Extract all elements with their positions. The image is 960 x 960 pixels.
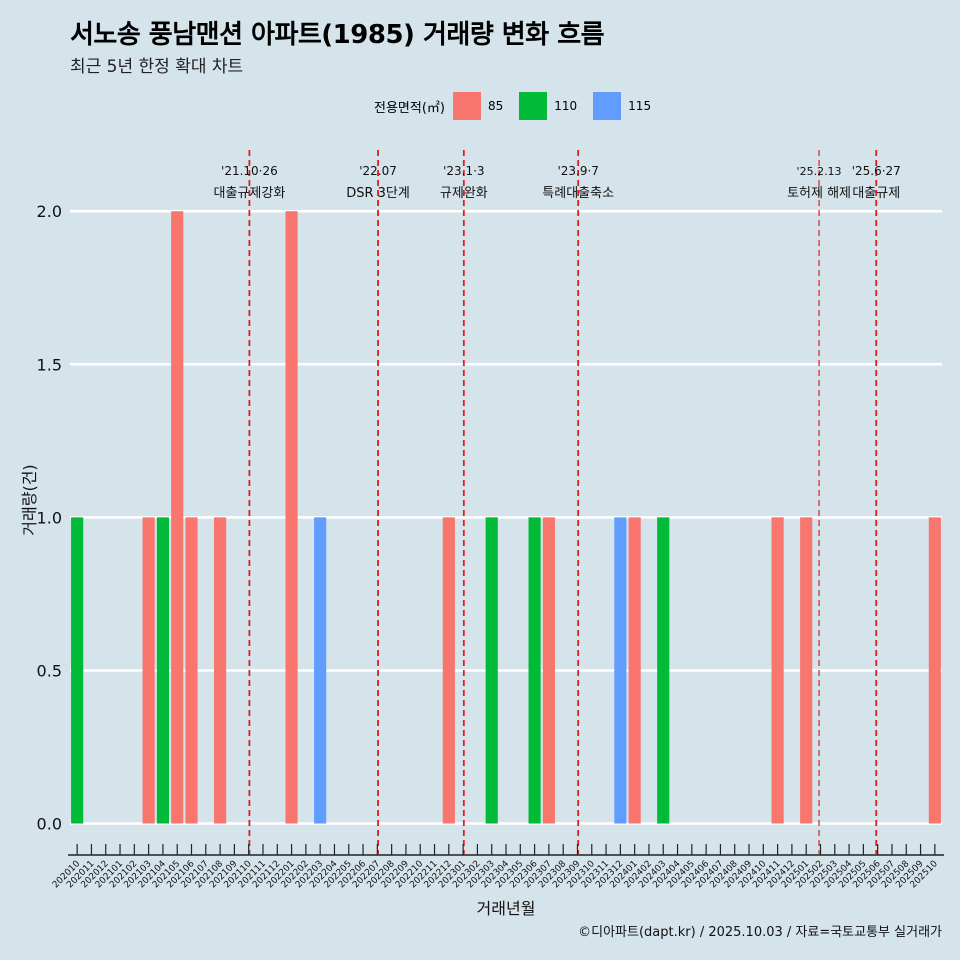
legend-title: 전용면적(㎡) xyxy=(374,100,445,116)
bar-202104-110 xyxy=(156,517,169,824)
y-axis-title: 거래량(건) xyxy=(20,464,39,535)
bar-202201-85 xyxy=(285,211,298,824)
event-name-label: 토허제 해제 xyxy=(787,186,851,201)
bar-202203-115 xyxy=(314,517,327,824)
event-name-label: 특례대출축소 xyxy=(542,186,614,201)
bar-202212-85 xyxy=(442,517,455,824)
bar-202106-85 xyxy=(185,517,198,824)
event-name-label: 대출규제강화 xyxy=(214,186,286,201)
bar-202303-110 xyxy=(485,517,498,824)
bar-202401-85 xyxy=(628,517,641,824)
legend-key-85 xyxy=(452,92,481,120)
chart-subtitle: 최근 5년 한정 확대 차트 xyxy=(70,57,244,77)
bar-202306-110 xyxy=(528,517,541,824)
y-tick-label: 0.5 xyxy=(37,661,62,680)
legend-key-110 xyxy=(519,92,548,120)
bar-202403-110 xyxy=(657,517,670,824)
event-date-label: '25.2.13 xyxy=(797,165,842,178)
event-name-label: 규제완화 xyxy=(440,186,488,201)
bar-202510-85 xyxy=(928,517,941,824)
bar-202411-85 xyxy=(771,517,784,824)
event-name-label: DSR 3단계 xyxy=(346,186,410,201)
x-axis-title: 거래년월 xyxy=(477,899,536,918)
legend-label-85: 85 xyxy=(487,99,504,113)
legend-key-115 xyxy=(593,92,622,120)
event-date-label: '23.1·3 xyxy=(443,164,484,178)
bar-202010-110 xyxy=(71,517,84,824)
bar-202312-115 xyxy=(614,517,627,824)
event-date-label: '25.6·27 xyxy=(852,164,901,178)
y-tick-label: 2.0 xyxy=(37,202,62,221)
chart-title: 서노송 풍남맨션 아파트(1985) 거래량 변화 흐름 xyxy=(70,20,605,50)
y-tick-label: 1.5 xyxy=(37,355,62,374)
legend-label-110: 110 xyxy=(554,99,578,113)
bar-202307-85 xyxy=(542,517,555,824)
legend-label-115: 115 xyxy=(628,99,652,113)
legend: 전용면적(㎡) 85 110 115 xyxy=(374,92,667,120)
bar-202103-85 xyxy=(142,517,155,824)
bar-202105-85 xyxy=(171,211,184,824)
bar-202501-85 xyxy=(800,517,813,824)
y-tick-label: 0.0 xyxy=(37,815,62,834)
event-date-label: '22.07 xyxy=(359,164,397,178)
y-tick-label: 1.0 xyxy=(37,508,62,527)
bar-202108-85 xyxy=(214,517,227,824)
event-name-label: 대출규제 xyxy=(852,186,900,201)
event-date-label: '23.9·7 xyxy=(557,164,598,178)
source-caption: ©디아파트(dapt.kr) / 2025.10.03 / 자료=국토교통부 실… xyxy=(578,925,942,940)
event-date-label: '21.10·26 xyxy=(221,164,278,178)
